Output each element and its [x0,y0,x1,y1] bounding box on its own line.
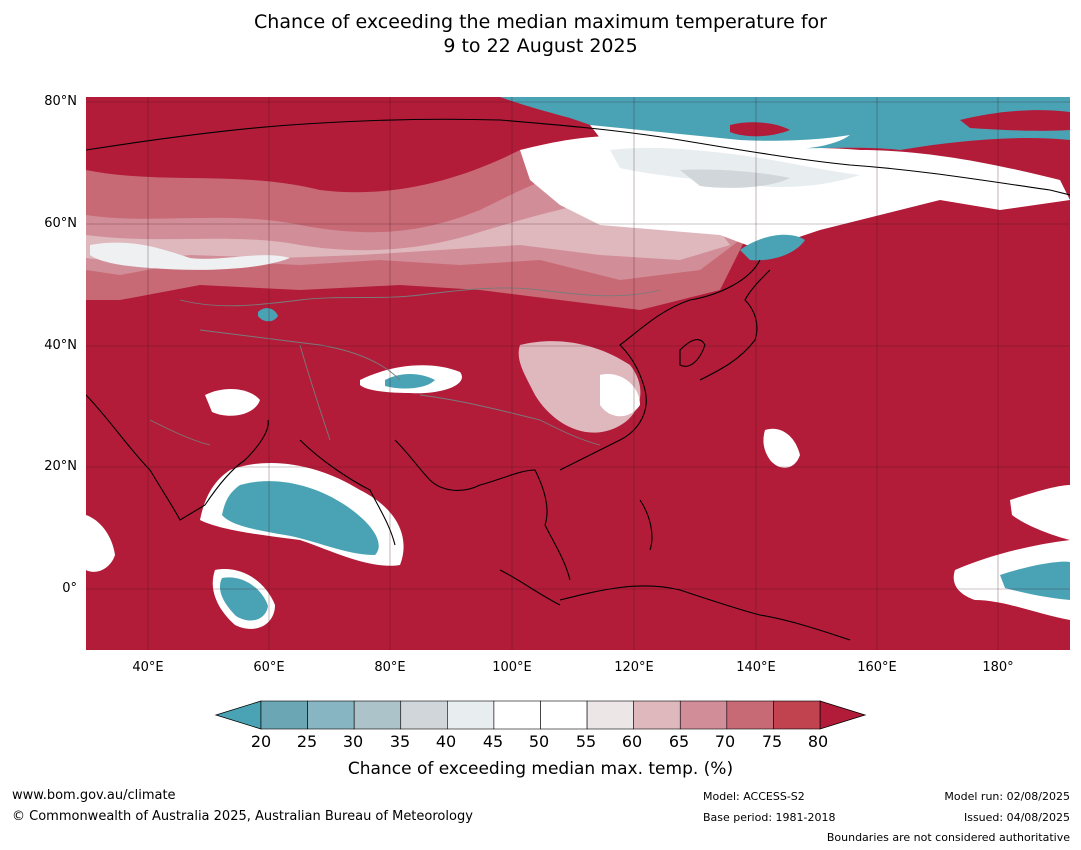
footer-base-period: Base period: 1981-2018 [703,811,836,824]
colorbar-segment [447,700,495,730]
colorbar-under-arrow [214,700,262,730]
colorbar-segment [307,700,355,730]
colorbar-segment [540,700,588,730]
colorbar-segment [586,700,634,730]
colorbar-tick-25: 25 [296,732,318,751]
lon-label-120e: 120°E [614,660,654,675]
region-west-siberia-white [90,242,290,270]
lon-label-160e: 160°E [857,660,897,675]
colorbar-tick-80: 80 [807,732,829,751]
colorbar-tick-70: 70 [714,732,736,751]
footer-website: www.bom.gov.au/climate [12,788,176,803]
colorbar-segment [260,700,308,730]
colorbar-segment [353,700,402,730]
region-africa-coast-white [86,515,115,572]
colorbar [214,700,867,730]
colorbar-segment [633,700,681,730]
footer-model-run: Model run: 02/08/2025 [944,790,1070,803]
footer-copyright: © Commonwealth of Australia 2025, Austra… [12,809,473,824]
colorbar-over-arrow [819,700,867,730]
region-ne-siberia-40 [610,147,860,187]
lat-label-60n: 60°N [44,216,77,231]
footer-model: Model: ACCESS-S2 [703,790,805,803]
region-iran-white [205,388,260,416]
coastlines [86,118,1070,641]
colorbar-segment [773,700,821,730]
colorbar-tick-50: 50 [528,732,550,751]
footer-issued: Issued: 04/08/2025 [963,811,1070,824]
graticule [86,97,1070,650]
region-balkhash-blue [258,308,278,322]
colorbar-tick-30: 30 [342,732,364,751]
lon-label-60e: 60°E [253,660,285,675]
lat-label-0: 0° [62,581,77,596]
colorbar-segment [493,700,541,730]
country-borders [149,287,661,446]
footer-disclaimer: Boundaries are not considered authoritat… [826,831,1070,844]
region-arctic-white [590,125,850,151]
lon-label-40e: 40°E [132,660,164,675]
colorbar-tick-35: 35 [389,732,411,751]
colorbar-tick-60: 60 [621,732,643,751]
colorbar-label: Chance of exceeding median max. temp. (%… [347,759,734,779]
map-title-line2: 9 to 22 August 2025 [443,35,638,57]
colorbar-tick-20: 20 [250,732,272,751]
colorbar-tick-40: 40 [435,732,457,751]
lat-label-20n: 20°N [44,459,77,474]
region-indian-ocean-blue [219,577,268,621]
colorbar-tick-45: 45 [482,732,504,751]
lon-label-80e: 80°E [374,660,406,675]
lat-label-40n: 40°N [44,338,77,353]
colorbar-tick-65: 65 [668,732,690,751]
region-china-east-white [600,374,640,417]
region-arabian-sea-blue [222,481,379,555]
region-north-eurasia-60 [86,200,730,262]
region-arctic-red-east [960,110,1070,131]
lon-label-100e: 100°E [492,660,532,675]
region-pacific-white-1 [763,428,800,468]
region-pacific-white-3 [1010,485,1070,540]
colorbar-segment [400,700,448,730]
colorbar-segment [726,700,774,730]
colorbar-tick-75: 75 [761,732,783,751]
region-pacific-blue [1000,561,1070,600]
region-arctic-red-island [730,122,790,137]
colorbar-segment [679,700,728,730]
lon-label-180: 180° [982,660,1014,675]
lat-label-80n: 80°N [44,94,77,109]
region-ne-siberia-35 [680,169,790,188]
map-title-line1: Chance of exceeding the median maximum t… [254,11,827,33]
colorbar-tick-55: 55 [575,732,597,751]
lon-label-140e: 140°E [736,660,776,675]
